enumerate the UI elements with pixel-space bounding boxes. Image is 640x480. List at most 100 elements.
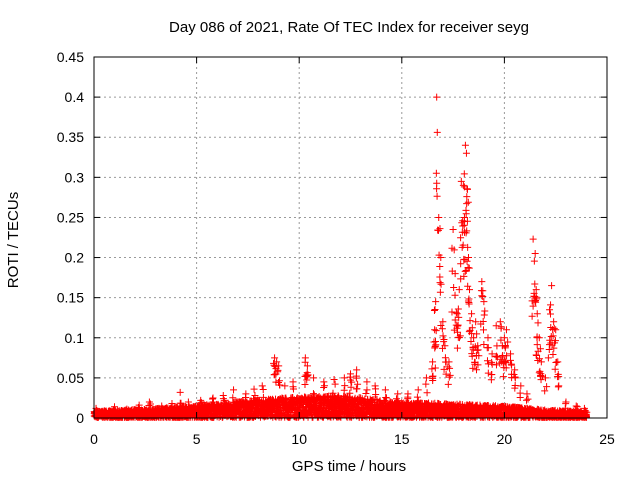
data-point (176, 388, 184, 396)
x-axis-label: GPS time / hours (292, 458, 406, 475)
data-point (487, 371, 495, 379)
data-point (461, 141, 469, 149)
data-point (484, 369, 492, 377)
data-point (436, 288, 444, 296)
data-point (483, 344, 491, 352)
y-tick-label: 0.3 (65, 169, 85, 185)
y-tick-label: 0 (76, 410, 84, 426)
data-point (507, 350, 515, 358)
data-point (438, 325, 446, 333)
y-tick-label: 0.25 (57, 209, 84, 225)
y-tick-label: 0.1 (65, 330, 85, 346)
data-point (529, 235, 537, 243)
data-point (433, 93, 441, 101)
data-point (546, 306, 554, 314)
data-point (341, 382, 349, 390)
data-point (464, 282, 472, 290)
data-point (433, 128, 441, 136)
data-point (422, 374, 430, 382)
data-point (436, 263, 444, 271)
data-point (537, 376, 545, 384)
data-point (534, 357, 542, 365)
data-point (423, 389, 431, 397)
data-point (209, 395, 217, 403)
data-point (543, 383, 551, 391)
data-point (531, 250, 539, 258)
data-point (531, 280, 539, 288)
data-point (453, 310, 461, 318)
data-point (431, 344, 439, 352)
data-point (548, 282, 556, 290)
data-point (414, 386, 422, 394)
data-point (354, 380, 362, 388)
data-point (533, 341, 541, 349)
data-point (320, 382, 328, 390)
y-tick-label: 0.2 (65, 250, 85, 266)
data-point (453, 344, 461, 352)
data-point (437, 280, 445, 288)
data-point (544, 354, 552, 362)
data-point (472, 366, 480, 374)
data-point (460, 170, 468, 178)
data-point (381, 386, 389, 394)
data-point (448, 308, 456, 316)
data-point (496, 318, 504, 326)
data-point (499, 373, 507, 381)
data-point (523, 390, 531, 398)
data-point (340, 374, 348, 382)
data-point (444, 380, 452, 388)
data-point (363, 386, 371, 394)
data-point (362, 389, 370, 397)
y-tick-label: 0.35 (57, 129, 84, 145)
data-point (462, 210, 470, 218)
data-point (404, 393, 412, 401)
data-point (511, 366, 519, 374)
data-point (451, 291, 459, 299)
x-tick-label: 25 (599, 431, 615, 447)
data-point (480, 340, 488, 348)
data-point (466, 317, 474, 325)
data-point (413, 393, 421, 401)
data-point (432, 338, 440, 346)
grid-lines (94, 57, 607, 418)
data-point (524, 395, 532, 403)
data-point (547, 332, 555, 340)
data-point (348, 413, 356, 421)
data-point (466, 286, 474, 294)
data-point (430, 307, 438, 315)
data-point (522, 396, 530, 404)
y-axis-label: ROTI / TECUs (5, 192, 22, 288)
data-point (331, 380, 339, 388)
data-point (549, 351, 557, 359)
x-tick-labels: 0 5 10 15 20 25 (90, 431, 615, 447)
data-point (481, 307, 489, 315)
data-point (497, 323, 505, 331)
data-point (432, 298, 440, 306)
y-tick-label: 0.4 (65, 89, 85, 105)
data-point (554, 383, 562, 391)
data-point (439, 332, 447, 340)
y-tick-label: 0.15 (57, 290, 84, 306)
data-point (394, 390, 402, 398)
data-point (550, 324, 558, 332)
data-point (517, 382, 525, 390)
y-tick-label: 0.45 (57, 49, 84, 65)
data-point (429, 358, 437, 366)
data-point (340, 386, 348, 394)
data-point (463, 217, 471, 225)
data-point (281, 382, 289, 390)
y-tick-labels: 0 0.05 0.1 0.15 0.2 0.25 0.3 0.35 0.4 0.45 (57, 49, 84, 426)
x-tick-label: 20 (497, 431, 513, 447)
x-tick-label: 5 (193, 431, 201, 447)
data-point (511, 374, 519, 382)
data-point (478, 278, 486, 286)
axis-ticks (93, 56, 608, 419)
data-point (554, 358, 562, 366)
data-point (551, 365, 559, 373)
data-point (468, 310, 476, 318)
data-point (259, 386, 267, 394)
data-point (310, 374, 318, 382)
data-point (550, 344, 558, 352)
y-tick-label: 0.05 (57, 370, 84, 386)
x-tick-label: 10 (291, 431, 307, 447)
